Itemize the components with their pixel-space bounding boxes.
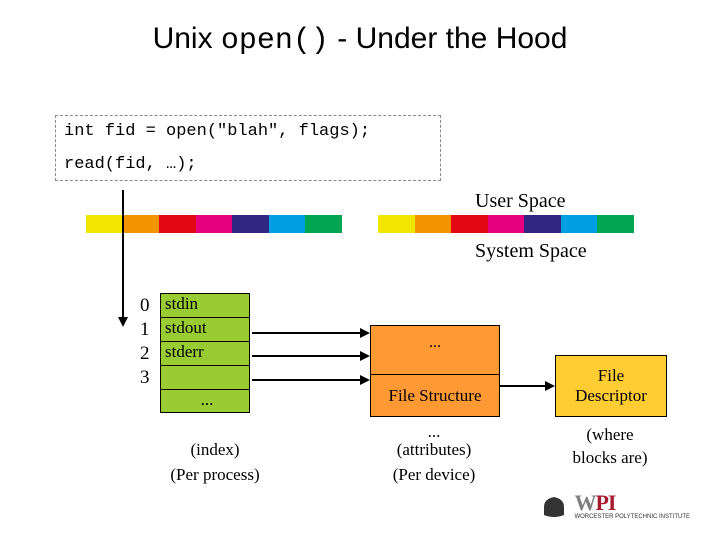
wpi-p: P (595, 490, 607, 515)
fs-label: File Structure (371, 386, 499, 406)
fd-caption-where: (where (555, 425, 665, 445)
fd-index-1: 1 (140, 319, 150, 341)
wpi-head-icon (540, 491, 568, 519)
fdbox-line2: Descriptor (556, 386, 666, 406)
code-box: int fid = open("blah", flags); read(fid,… (55, 115, 441, 181)
arrow-fd1-to-fs (252, 332, 368, 334)
fd-cell-ellipsis: ... (160, 389, 250, 413)
fd-cell-stderr: stderr (160, 341, 250, 365)
fs-caption-per: (Per device) (370, 465, 498, 485)
code-line-1: int fid = open("blah", flags); (64, 122, 432, 141)
wpi-text: WPI (574, 490, 615, 515)
file-structure-box: ... File Structure (370, 325, 500, 417)
fd-table: 0 1 2 3 stdin stdout stderr ... (160, 293, 250, 413)
wpi-i: I (608, 490, 616, 515)
fd-index-0: 0 (140, 295, 150, 317)
fs-divider (371, 374, 499, 375)
separator-stripe (50, 215, 670, 233)
wpi-w: W (574, 490, 595, 515)
title-pre: Unix (153, 22, 221, 55)
fd-index-2: 2 (140, 343, 150, 365)
fd-index-3: 3 (140, 367, 150, 389)
arrow-fs-to-fd (500, 385, 553, 387)
fd-cell-stdin: stdin (160, 293, 250, 317)
fd-cell-3 (160, 365, 250, 389)
label-user-space: User Space (475, 190, 566, 213)
wpi-tagline: WORCESTER POLYTECHNIC INSTITUTE (574, 514, 690, 520)
code-line-2: read(fid, …); (64, 155, 432, 174)
arrow-fd2-to-fs (252, 355, 368, 357)
slide-title: Unix open() - Under the Hood (0, 22, 720, 58)
fd-caption-index: (index) (160, 440, 270, 460)
fs-caption-attr: (attributes) (370, 440, 498, 460)
fdbox-line1: File (556, 366, 666, 386)
fd-cell-stdout: stdout (160, 317, 250, 341)
wpi-logo: WPI WORCESTER POLYTECHNIC INSTITUTE (540, 490, 690, 520)
arrow-fd3-to-fs (252, 379, 368, 381)
fd-caption-blocks: blocks are) (555, 448, 665, 468)
fs-ellipsis: ... (371, 334, 499, 352)
fs-dots-below: ... (370, 422, 498, 442)
title-post: - Under the Hood (329, 22, 567, 55)
title-code: open() (221, 24, 329, 58)
fd-caption-per: (Per process) (150, 465, 280, 485)
label-system-space: System Space (475, 240, 587, 263)
arrow-read-to-table (122, 190, 124, 325)
file-descriptor-box: File Descriptor (555, 355, 667, 417)
